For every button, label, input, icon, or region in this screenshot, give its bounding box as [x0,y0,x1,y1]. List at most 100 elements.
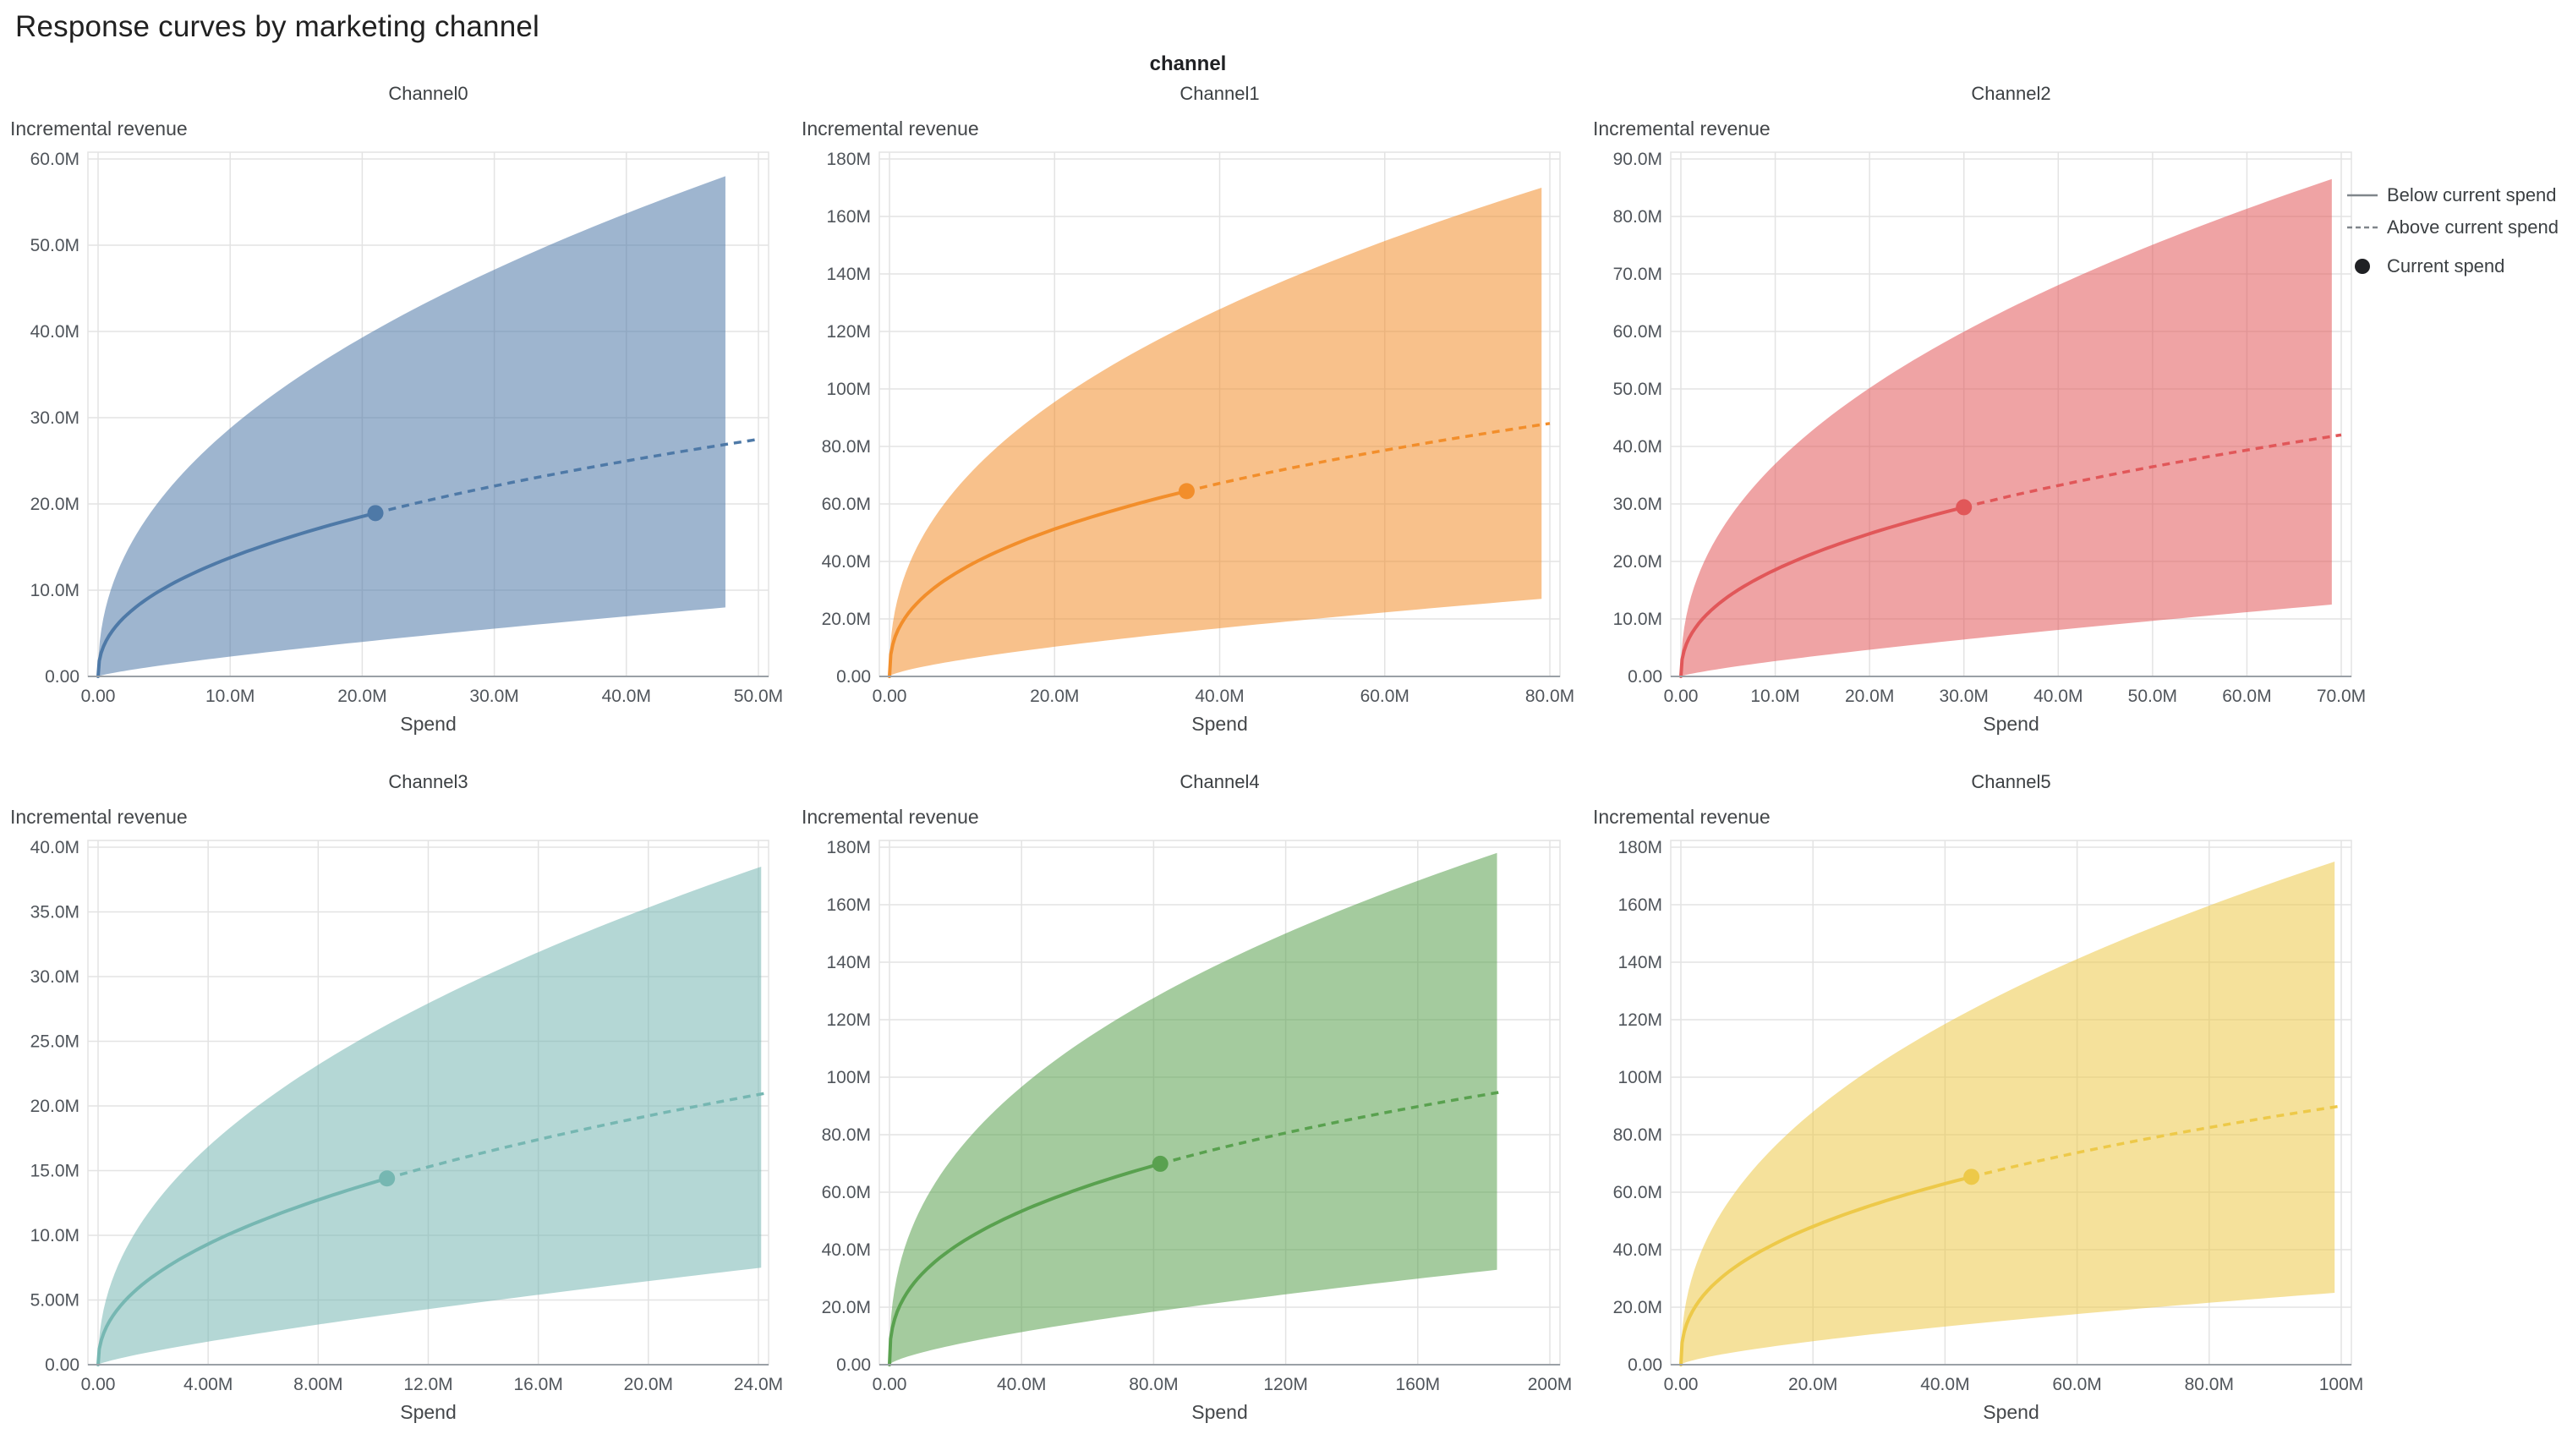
y-tick-label: 40.0M [822,1240,871,1260]
x-tick-label: 80.0M [1129,1375,1178,1394]
response-curve-chart-channel3: Channel3 Incremental revenue 0.00 4.00M 8.00… [3,763,795,1439]
x-axis-title: Spend [1191,1401,1248,1423]
chart-canvas: Channel1 Incremental revenue 0.00 20.0M 40.0… [802,83,1574,735]
x-tick-label: 20.0M [624,1375,673,1394]
x-axis-title: Spend [1191,713,1248,735]
facet-label: channel [1149,52,1227,75]
x-tick-label: 40.0M [997,1375,1046,1394]
x-tick-label: 40.0M [602,687,651,706]
y-tick-label: 30.0M [30,408,79,428]
x-tick-label: 80.0M [1525,687,1574,706]
legend-label: Current spend [2386,255,2505,276]
y-tick-label: 0.00 [836,667,871,687]
x-axis-title: Spend [400,1401,457,1423]
x-tick-label: 60.0M [1360,687,1409,706]
x-tick-label: 8.00M [293,1375,342,1394]
y-axis-title: Incremental revenue [10,806,188,828]
x-tick-label: 4.00M [183,1375,233,1394]
y-tick-label: 30.0M [30,967,79,987]
y-tick-label: 140M [1617,953,1662,972]
chart-title: Channel2 [1971,83,2050,104]
curve-above-current-spend [375,437,759,515]
y-tick-label: 0.00 [45,1355,79,1375]
curve-below-current-spend [1679,1174,1973,1366]
curve-above-current-spend [386,1091,768,1180]
y-tick-label: 160M [826,207,871,227]
x-tick-label: 0.00 [873,687,907,706]
y-tick-label: 90.0M [1613,150,1662,169]
y-tick-label: 80.0M [1613,207,1662,227]
y-tick-label: 120M [1617,1010,1662,1030]
curve-below-current-spend [888,489,1189,678]
y-tick-label: 80.0M [822,437,871,457]
charts-grid: Channel0 Incremental revenue 0.00 10.0M 20.0… [3,74,2378,1439]
uncertainty-band [98,866,762,1365]
y-tick-label: 15.0M [30,1162,79,1181]
y-tick-label: 50.0M [1613,380,1662,399]
x-axis-title: Spend [1983,713,2039,735]
response-curve-chart-channel4: Channel4 Incremental revenue 0.00 40.0M 80.0… [795,763,1586,1439]
y-tick-label: 25.0M [30,1032,79,1052]
x-tick-label: 20.0M [1845,687,1894,706]
x-tick-label: 0.00 [81,687,116,706]
y-tick-label: 140M [826,953,871,972]
x-tick-label: 30.0M [1940,687,1989,706]
chart-canvas: Channel5 Incremental revenue 0.00 20.0M 40.0… [1593,771,2364,1423]
uncertainty-band [98,176,725,676]
y-tick-label: 180M [1617,838,1662,857]
chart-canvas: Channel0 Incremental revenue 0.00 10.0M 20.0… [10,83,783,735]
y-tick-label: 20.0M [30,495,79,514]
curve-below-current-spend [888,1162,1163,1366]
y-tick-label: 60.0M [30,150,79,169]
y-tick-label: 180M [826,150,871,169]
y-tick-label: 40.0M [30,838,79,857]
y-tick-label: 50.0M [30,236,79,255]
chart-title: Channel5 [1971,771,2050,792]
y-tick-label: 35.0M [30,903,79,922]
x-tick-label: 160M [1396,1375,1441,1394]
y-tick-label: 120M [826,1010,871,1030]
y-axis-title: Incremental revenue [1593,118,1771,140]
uncertainty-band [889,852,1497,1365]
curve-above-current-spend [1963,433,2342,509]
y-tick-label: 20.0M [30,1097,79,1116]
y-tick-label: 0.00 [836,1355,871,1375]
x-axis-title: Spend [1983,1401,2039,1423]
x-tick-label: 0.00 [873,1375,907,1394]
response-curve-chart-channel0: Channel0 Incremental revenue 0.00 10.0M 20.0… [3,74,795,751]
y-tick-label: 140M [826,265,871,284]
page-title: Response curves by marketing channel [15,10,540,43]
x-tick-label: 40.0M [2033,687,2083,706]
y-tick-label: 20.0M [822,1298,871,1317]
uncertainty-band [1681,862,2335,1365]
x-tick-label: 50.0M [2128,687,2177,706]
y-tick-label: 5.00M [30,1291,79,1311]
y-tick-label: 20.0M [1613,1298,1662,1317]
legend-item-below-current-spend: Below current spend [2345,184,2559,206]
x-tick-label: 16.0M [513,1375,562,1394]
y-tick-label: 60.0M [822,495,871,514]
chart-title: Channel0 [388,83,468,104]
chart-title: Channel3 [388,771,468,792]
y-tick-label: 0.00 [45,667,79,687]
y-axis-title: Incremental revenue [802,118,979,140]
y-tick-label: 160M [1617,895,1662,915]
x-tick-label: 60.0M [2052,1375,2101,1394]
curve-above-current-spend [1185,422,1551,493]
y-tick-label: 30.0M [1613,495,1662,514]
x-tick-label: 50.0M [734,687,783,706]
y-tick-label: 0.00 [1628,1355,1662,1375]
y-tick-label: 40.0M [1613,437,1662,457]
current-spend-dot [1956,499,1973,516]
y-tick-label: 40.0M [822,552,871,572]
uncertainty-band [889,188,1542,676]
x-tick-label: 0.00 [81,1375,116,1394]
x-tick-label: 20.0M [1030,687,1079,706]
x-tick-label: 24.0M [734,1375,783,1394]
x-tick-label: 100M [2319,1375,2364,1394]
chart-canvas: Channel2 Incremental revenue 0.00 10.0M 20.0… [1593,83,2366,735]
x-tick-label: 70.0M [2317,687,2366,706]
legend-label: Below current spend [2386,184,2557,205]
y-tick-label: 80.0M [1613,1125,1662,1145]
y-tick-label: 60.0M [822,1183,871,1202]
